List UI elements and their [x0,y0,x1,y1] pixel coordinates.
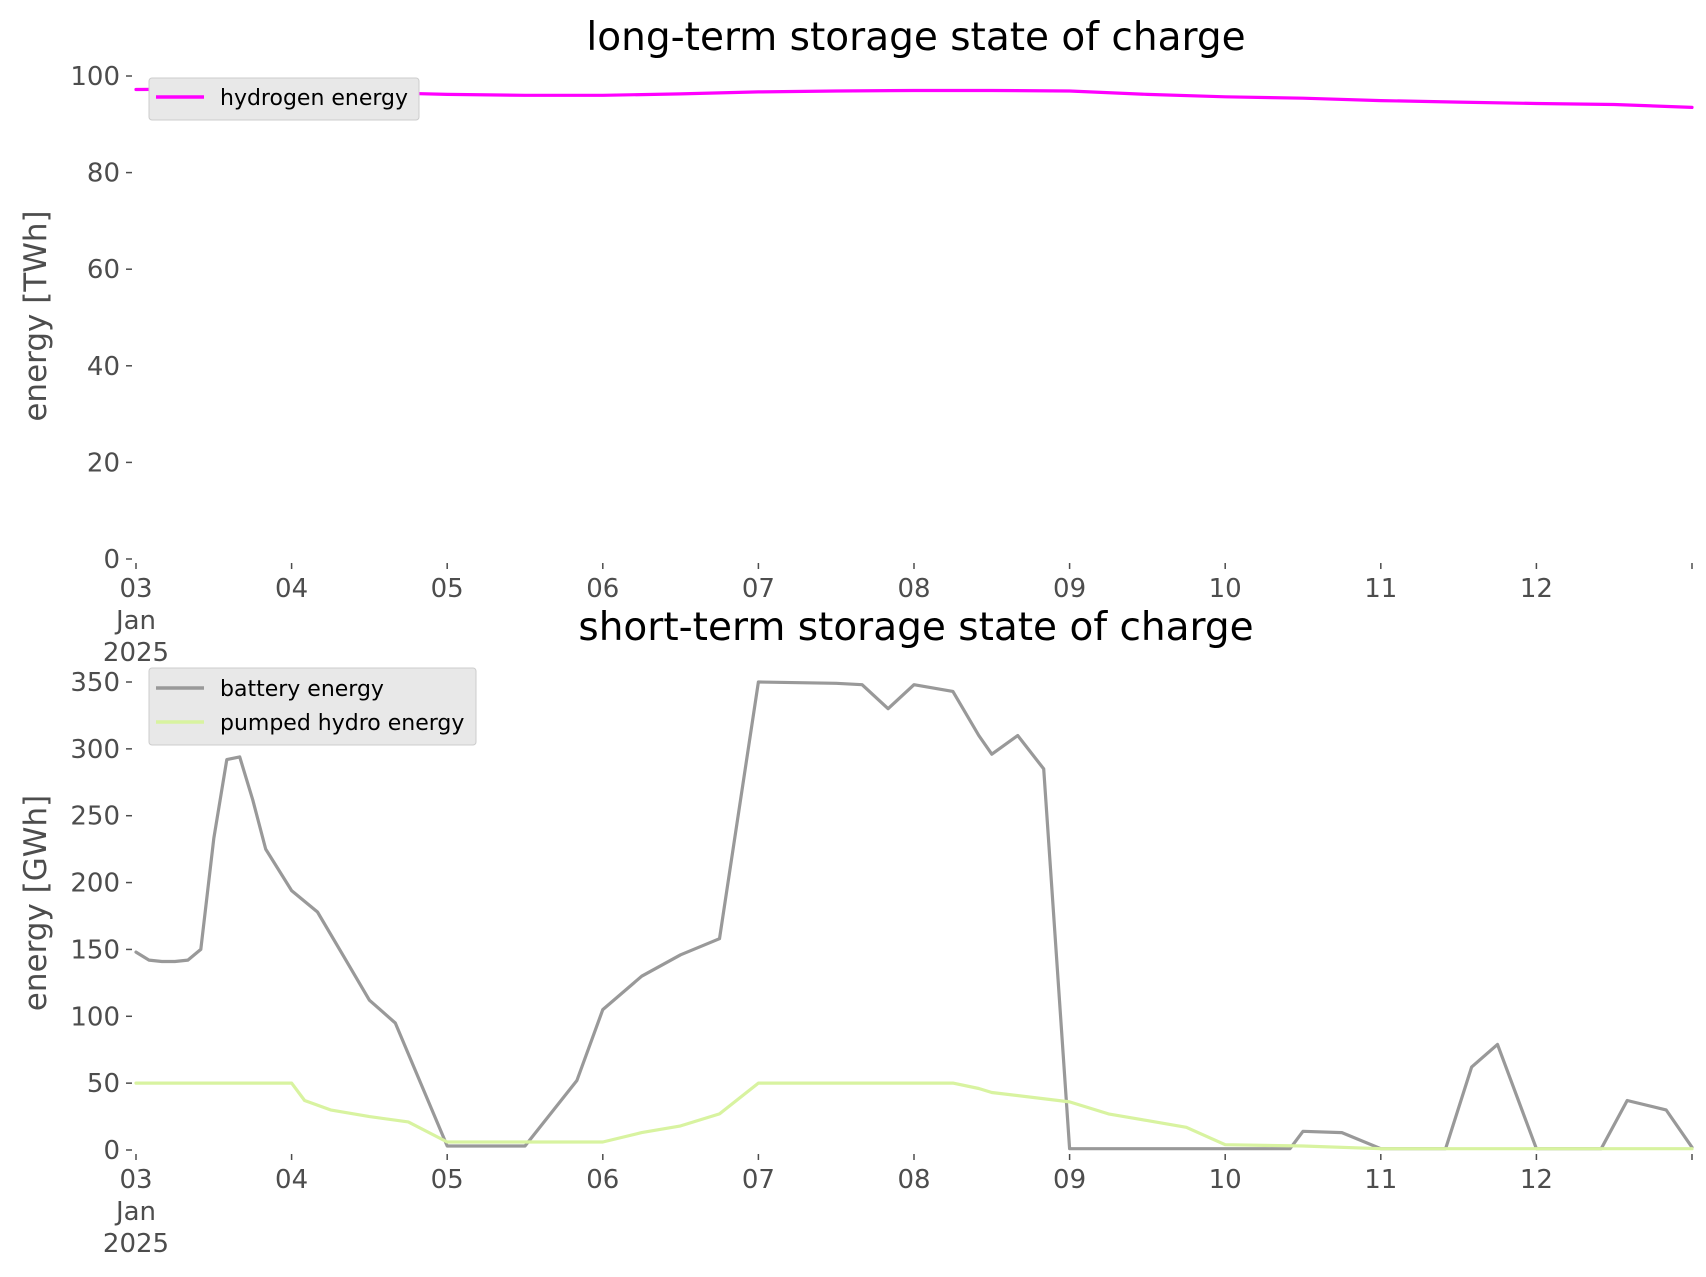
short-term-legend: battery energy pumped hydro energy [148,667,477,746]
x-tick-label: 04 [275,574,308,604]
legend-label-hydrogen-energy: hydrogen energy [220,86,408,111]
long-term-y-axis: 0 20 40 60 80 100 [70,62,132,575]
y-tick-label: 100 [70,62,120,92]
y-tick-label: 40 [87,352,120,382]
x-tick-label: 06 [586,1165,619,1195]
x-tick-label: 07 [742,1165,775,1195]
y-tick-label: 250 [70,802,120,832]
y-tick-label: 150 [70,935,120,965]
legend-frame [148,77,420,121]
legend-label-battery-energy: battery energy [220,677,384,702]
x-tick-label: 07 [742,574,775,604]
short-term-y-axis-label: energy [GWh] [18,795,54,1011]
x-tick-label: 08 [897,1165,930,1195]
short-term-chart-title: short-term storage state of charge [578,605,1253,650]
y-tick-label: 60 [87,255,120,285]
short-term-series [134,680,1694,1151]
y-tick-label: 80 [87,159,120,189]
y-tick-label: 300 [70,735,120,765]
x-tick-label: 05 [431,1165,464,1195]
short-term-y-axis: 0 50 100 150 200 250 300 350 [70,668,132,1166]
series-line-pumped-hydro-energy [134,1081,1694,1151]
x-tick-label: 12 [1520,1165,1553,1195]
x-tick-label: Jan [114,606,156,636]
long-term-chart-panel: long-term storage state of charge energy… [18,15,1694,668]
y-tick-label: 0 [103,545,120,575]
y-tick-label: 350 [70,668,120,698]
short-term-chart-panel: short-term storage state of charge energ… [18,605,1694,1259]
x-tick-label: 08 [897,574,930,604]
x-tick-label: 10 [1209,574,1242,604]
x-tick-label: 06 [586,574,619,604]
y-tick-label: 50 [87,1069,120,1099]
x-tick-label: 11 [1364,1165,1397,1195]
long-term-y-axis-label: energy [TWh] [18,210,54,421]
x-tick-label: 12 [1520,574,1553,604]
x-tick-label: 10 [1209,1165,1242,1195]
x-tick-label: 03 [119,574,152,604]
legend-label-pumped-hydro-energy: pumped hydro energy [220,711,464,736]
x-tick-label: 09 [1053,1165,1086,1195]
long-term-legend: hydrogen energy [148,77,420,121]
x-tick-label: 09 [1053,574,1086,604]
x-tick-label: 2025 [103,1229,169,1259]
legend-frame [148,667,477,746]
x-tick-label: Jan [114,1197,156,1227]
x-tick-label: 05 [431,574,464,604]
y-tick-label: 20 [87,448,120,478]
x-tick-label: 2025 [103,638,169,668]
series-line-battery-energy [134,680,1694,1151]
x-tick-label: 11 [1364,574,1397,604]
long-term-chart-title: long-term storage state of charge [586,15,1245,60]
y-tick-label: 100 [70,1002,120,1032]
y-tick-label: 200 [70,869,120,899]
y-tick-label: 0 [103,1136,120,1166]
x-tick-label: 03 [119,1165,152,1195]
x-tick-label: 04 [275,1165,308,1195]
